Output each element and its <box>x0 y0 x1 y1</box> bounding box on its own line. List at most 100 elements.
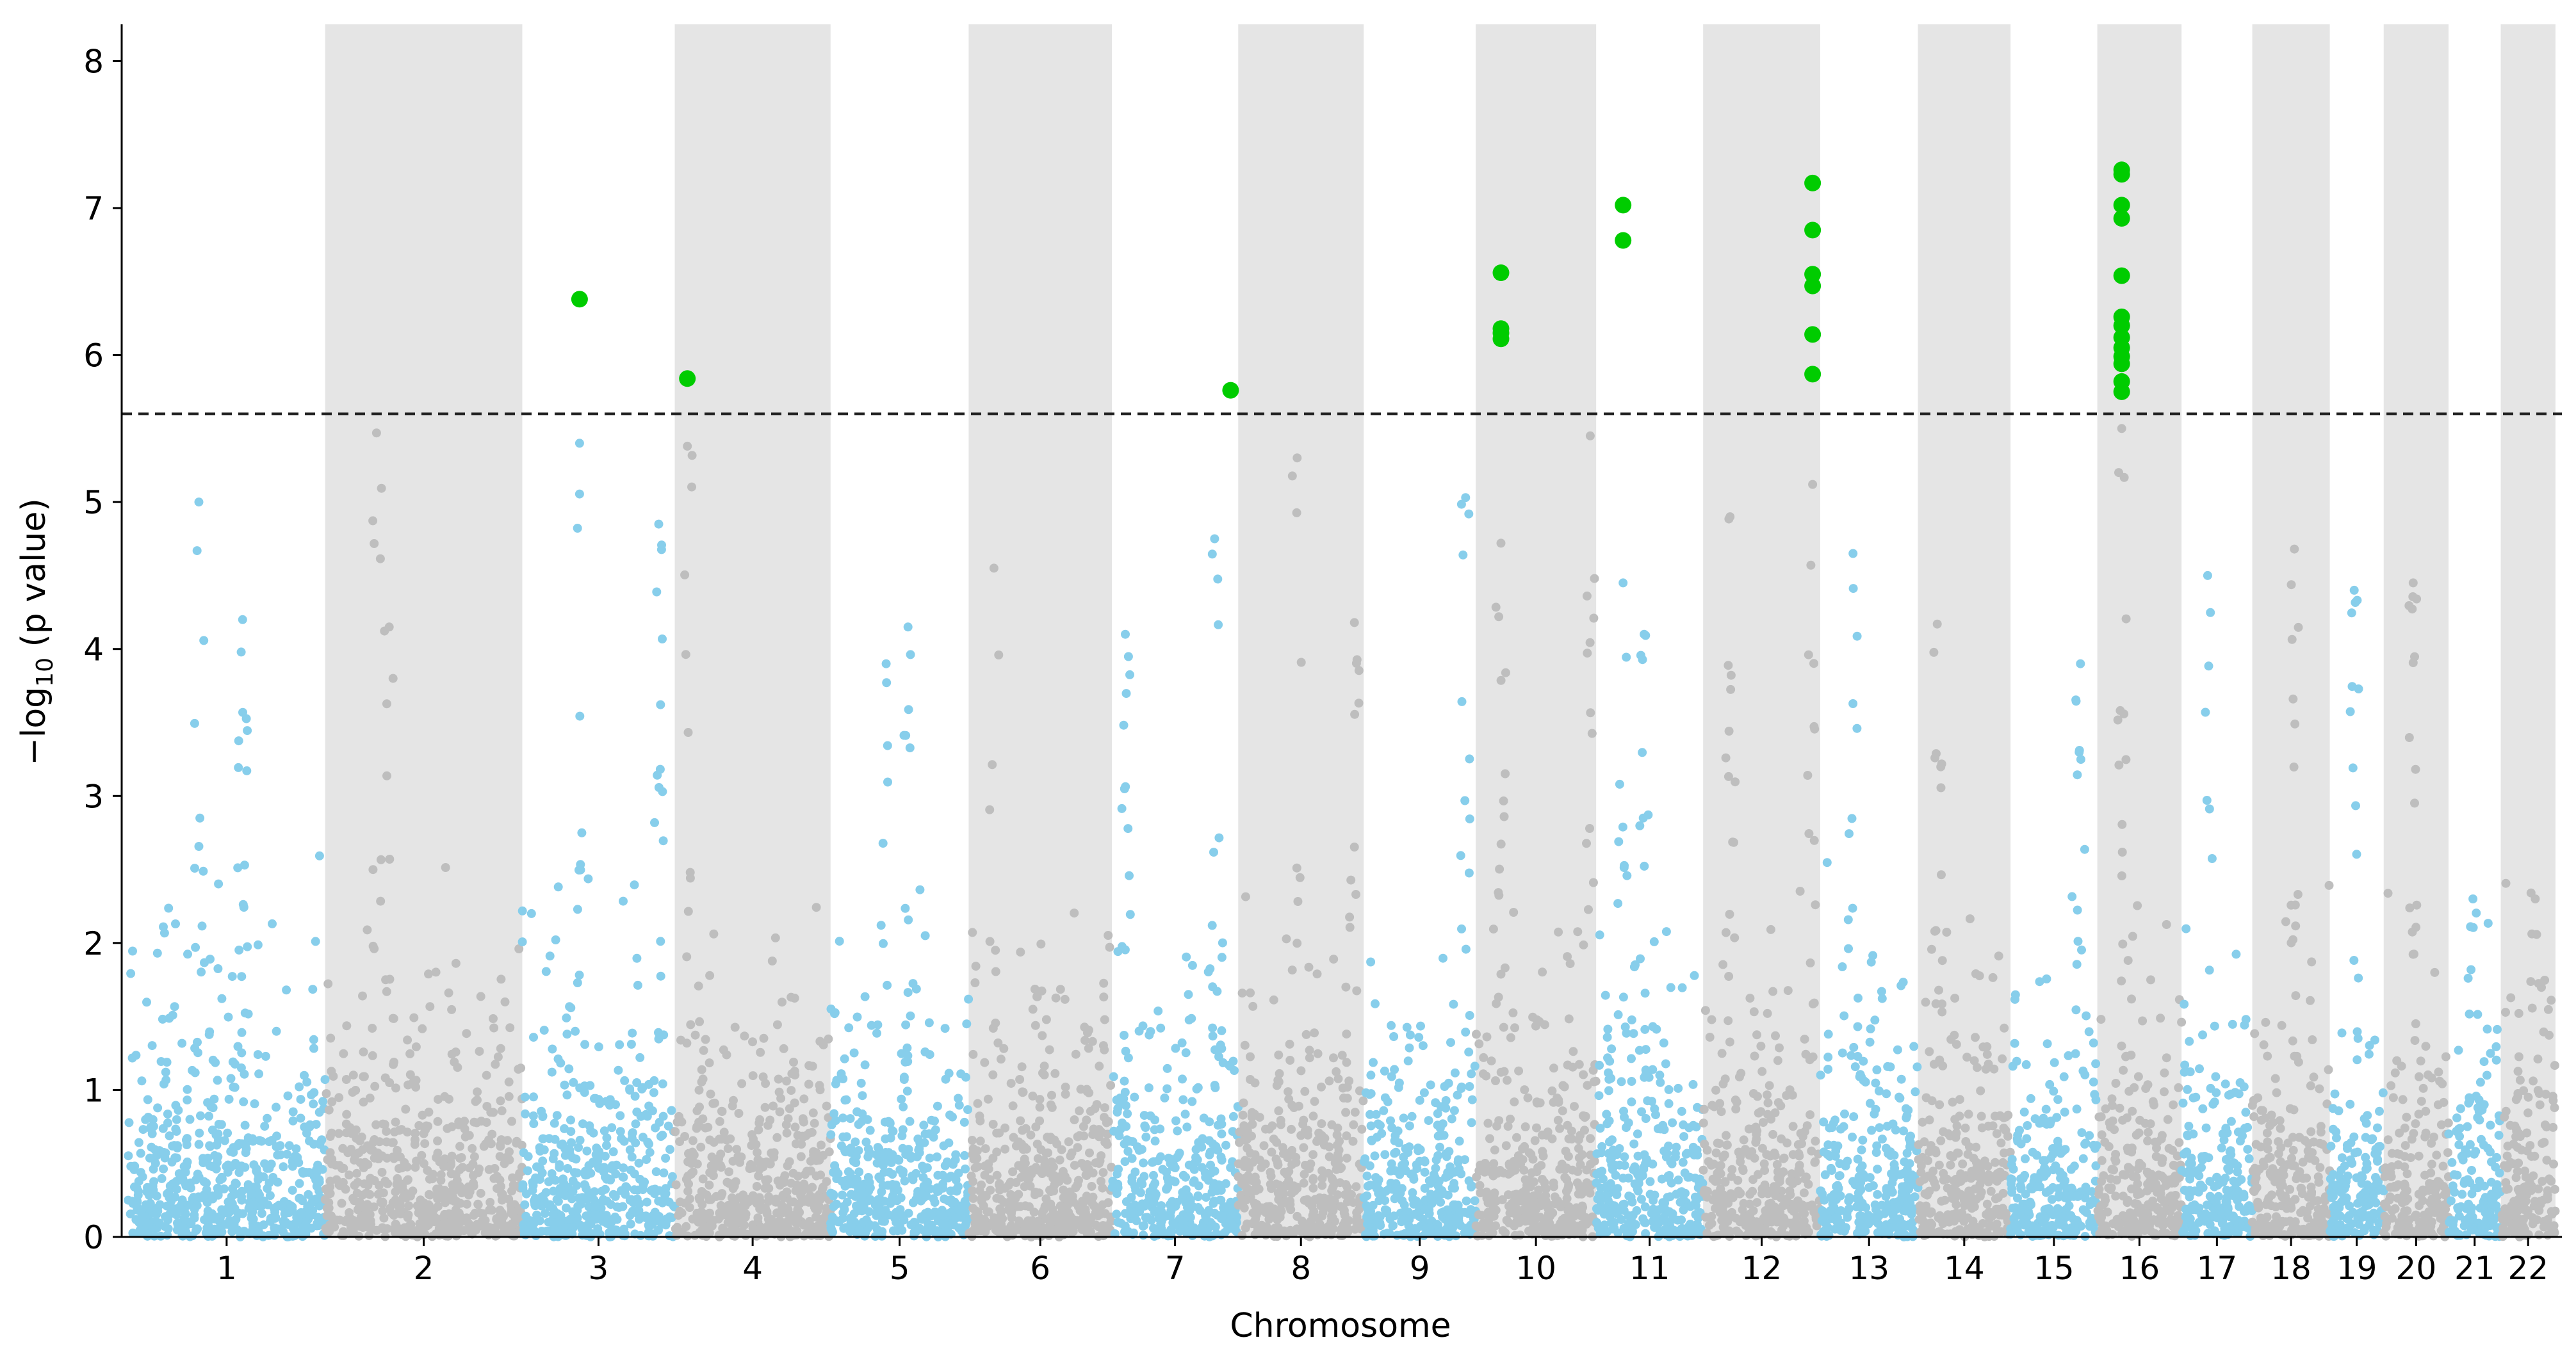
snp-point <box>991 967 1000 976</box>
snp-point <box>686 1020 696 1030</box>
snp-point <box>696 1142 706 1152</box>
snp-point <box>1506 1168 1515 1177</box>
snp-point <box>867 1021 876 1030</box>
snp-point <box>227 1220 236 1229</box>
snp-point <box>632 1107 642 1117</box>
snp-point <box>611 1169 621 1179</box>
snp-point <box>1084 1225 1093 1234</box>
snp-point <box>1485 1134 1494 1143</box>
snp-point <box>602 1218 612 1228</box>
snp-point <box>555 1184 565 1193</box>
snp-point <box>555 1160 564 1170</box>
snp-point <box>279 1227 288 1237</box>
snp-point <box>1450 1068 1460 1078</box>
snp-point <box>1240 1156 1250 1165</box>
snp-point <box>1638 655 1647 665</box>
snp-point <box>237 972 247 981</box>
snp-point <box>147 1129 157 1138</box>
snp-point <box>560 1124 569 1133</box>
snp-point <box>1491 602 1501 612</box>
snp-point <box>634 1206 644 1215</box>
snp-point <box>161 1212 170 1222</box>
snp-point <box>774 1087 784 1097</box>
snp-point <box>962 1019 972 1029</box>
snp-point <box>405 1070 415 1079</box>
snp-point <box>1418 1041 1428 1051</box>
snp-point <box>968 1144 978 1154</box>
snp-point <box>1028 1091 1038 1101</box>
snp-point <box>473 1095 482 1105</box>
snp-point <box>819 1040 828 1050</box>
band-chr-10 <box>1476 24 1597 1237</box>
snp-point <box>1574 1143 1583 1153</box>
snp-point <box>1211 1222 1220 1232</box>
snp-point <box>1678 1158 1688 1167</box>
snp-point <box>1047 1102 1057 1112</box>
snp-point <box>1287 471 1297 481</box>
snp-point <box>1649 937 1659 946</box>
snp-point <box>135 1218 144 1227</box>
snp-point <box>901 903 910 913</box>
snp-point <box>509 1210 518 1220</box>
snp-point <box>658 634 667 643</box>
snp-point <box>658 836 668 846</box>
snp-point <box>1471 1221 1481 1231</box>
snp-point <box>476 1188 485 1198</box>
snp-point <box>1191 1145 1201 1154</box>
snp-point <box>671 1127 680 1136</box>
snp-point <box>254 1226 263 1236</box>
snp-point <box>1269 1207 1278 1216</box>
snp-point <box>1114 1165 1123 1174</box>
snp-point <box>376 896 386 906</box>
snp-point <box>1221 1140 1230 1150</box>
snp-point <box>1645 1177 1655 1186</box>
snp-point <box>1618 1174 1628 1183</box>
snp-point <box>631 1138 640 1148</box>
snp-point <box>625 1145 635 1154</box>
snp-point <box>767 957 777 965</box>
snp-point <box>1344 1076 1354 1086</box>
snp-point <box>411 1042 421 1052</box>
snp-point <box>1519 1165 1529 1175</box>
snp-point <box>615 1127 625 1136</box>
snp-point <box>919 1165 929 1174</box>
snp-point <box>530 1201 540 1211</box>
snp-point <box>304 1190 313 1199</box>
snp-point <box>708 1165 718 1174</box>
snp-point <box>1023 1174 1033 1183</box>
snp-point <box>469 1152 479 1161</box>
snp-point <box>1530 1136 1540 1145</box>
snp-point <box>1082 1087 1092 1097</box>
snp-point <box>1552 1223 1561 1232</box>
snp-point <box>981 1144 990 1154</box>
snp-point <box>930 1198 940 1207</box>
snp-point <box>1125 871 1134 880</box>
snp-point <box>446 1187 455 1197</box>
snp-point <box>1455 1164 1464 1174</box>
snp-point <box>1458 550 1468 560</box>
snp-point <box>1035 1116 1045 1126</box>
snp-point <box>1656 1078 1665 1087</box>
snp-peak-point <box>654 519 664 529</box>
snp-point <box>751 1140 761 1149</box>
snp-point <box>699 1046 708 1055</box>
snp-point <box>1008 1167 1018 1177</box>
snp-point <box>1301 1030 1311 1039</box>
snp-point <box>1033 1154 1043 1163</box>
snp-point <box>183 1134 192 1143</box>
snp-point <box>1620 860 1629 870</box>
snp-point <box>1688 1079 1698 1089</box>
snp-point <box>1380 1150 1390 1159</box>
snp-point <box>288 1107 298 1117</box>
snp-point <box>1153 1230 1162 1240</box>
snp-point <box>1282 1181 1292 1191</box>
snp-point <box>1640 1024 1650 1034</box>
snp-point <box>1415 1095 1424 1105</box>
snp-point <box>1670 1149 1680 1158</box>
snp-point <box>348 1070 358 1080</box>
snp-point <box>1150 1179 1160 1188</box>
snp-point <box>1392 1192 1401 1202</box>
snp-point <box>1162 1084 1172 1094</box>
snp-point <box>1634 1046 1644 1055</box>
snp-point <box>1209 1199 1218 1208</box>
